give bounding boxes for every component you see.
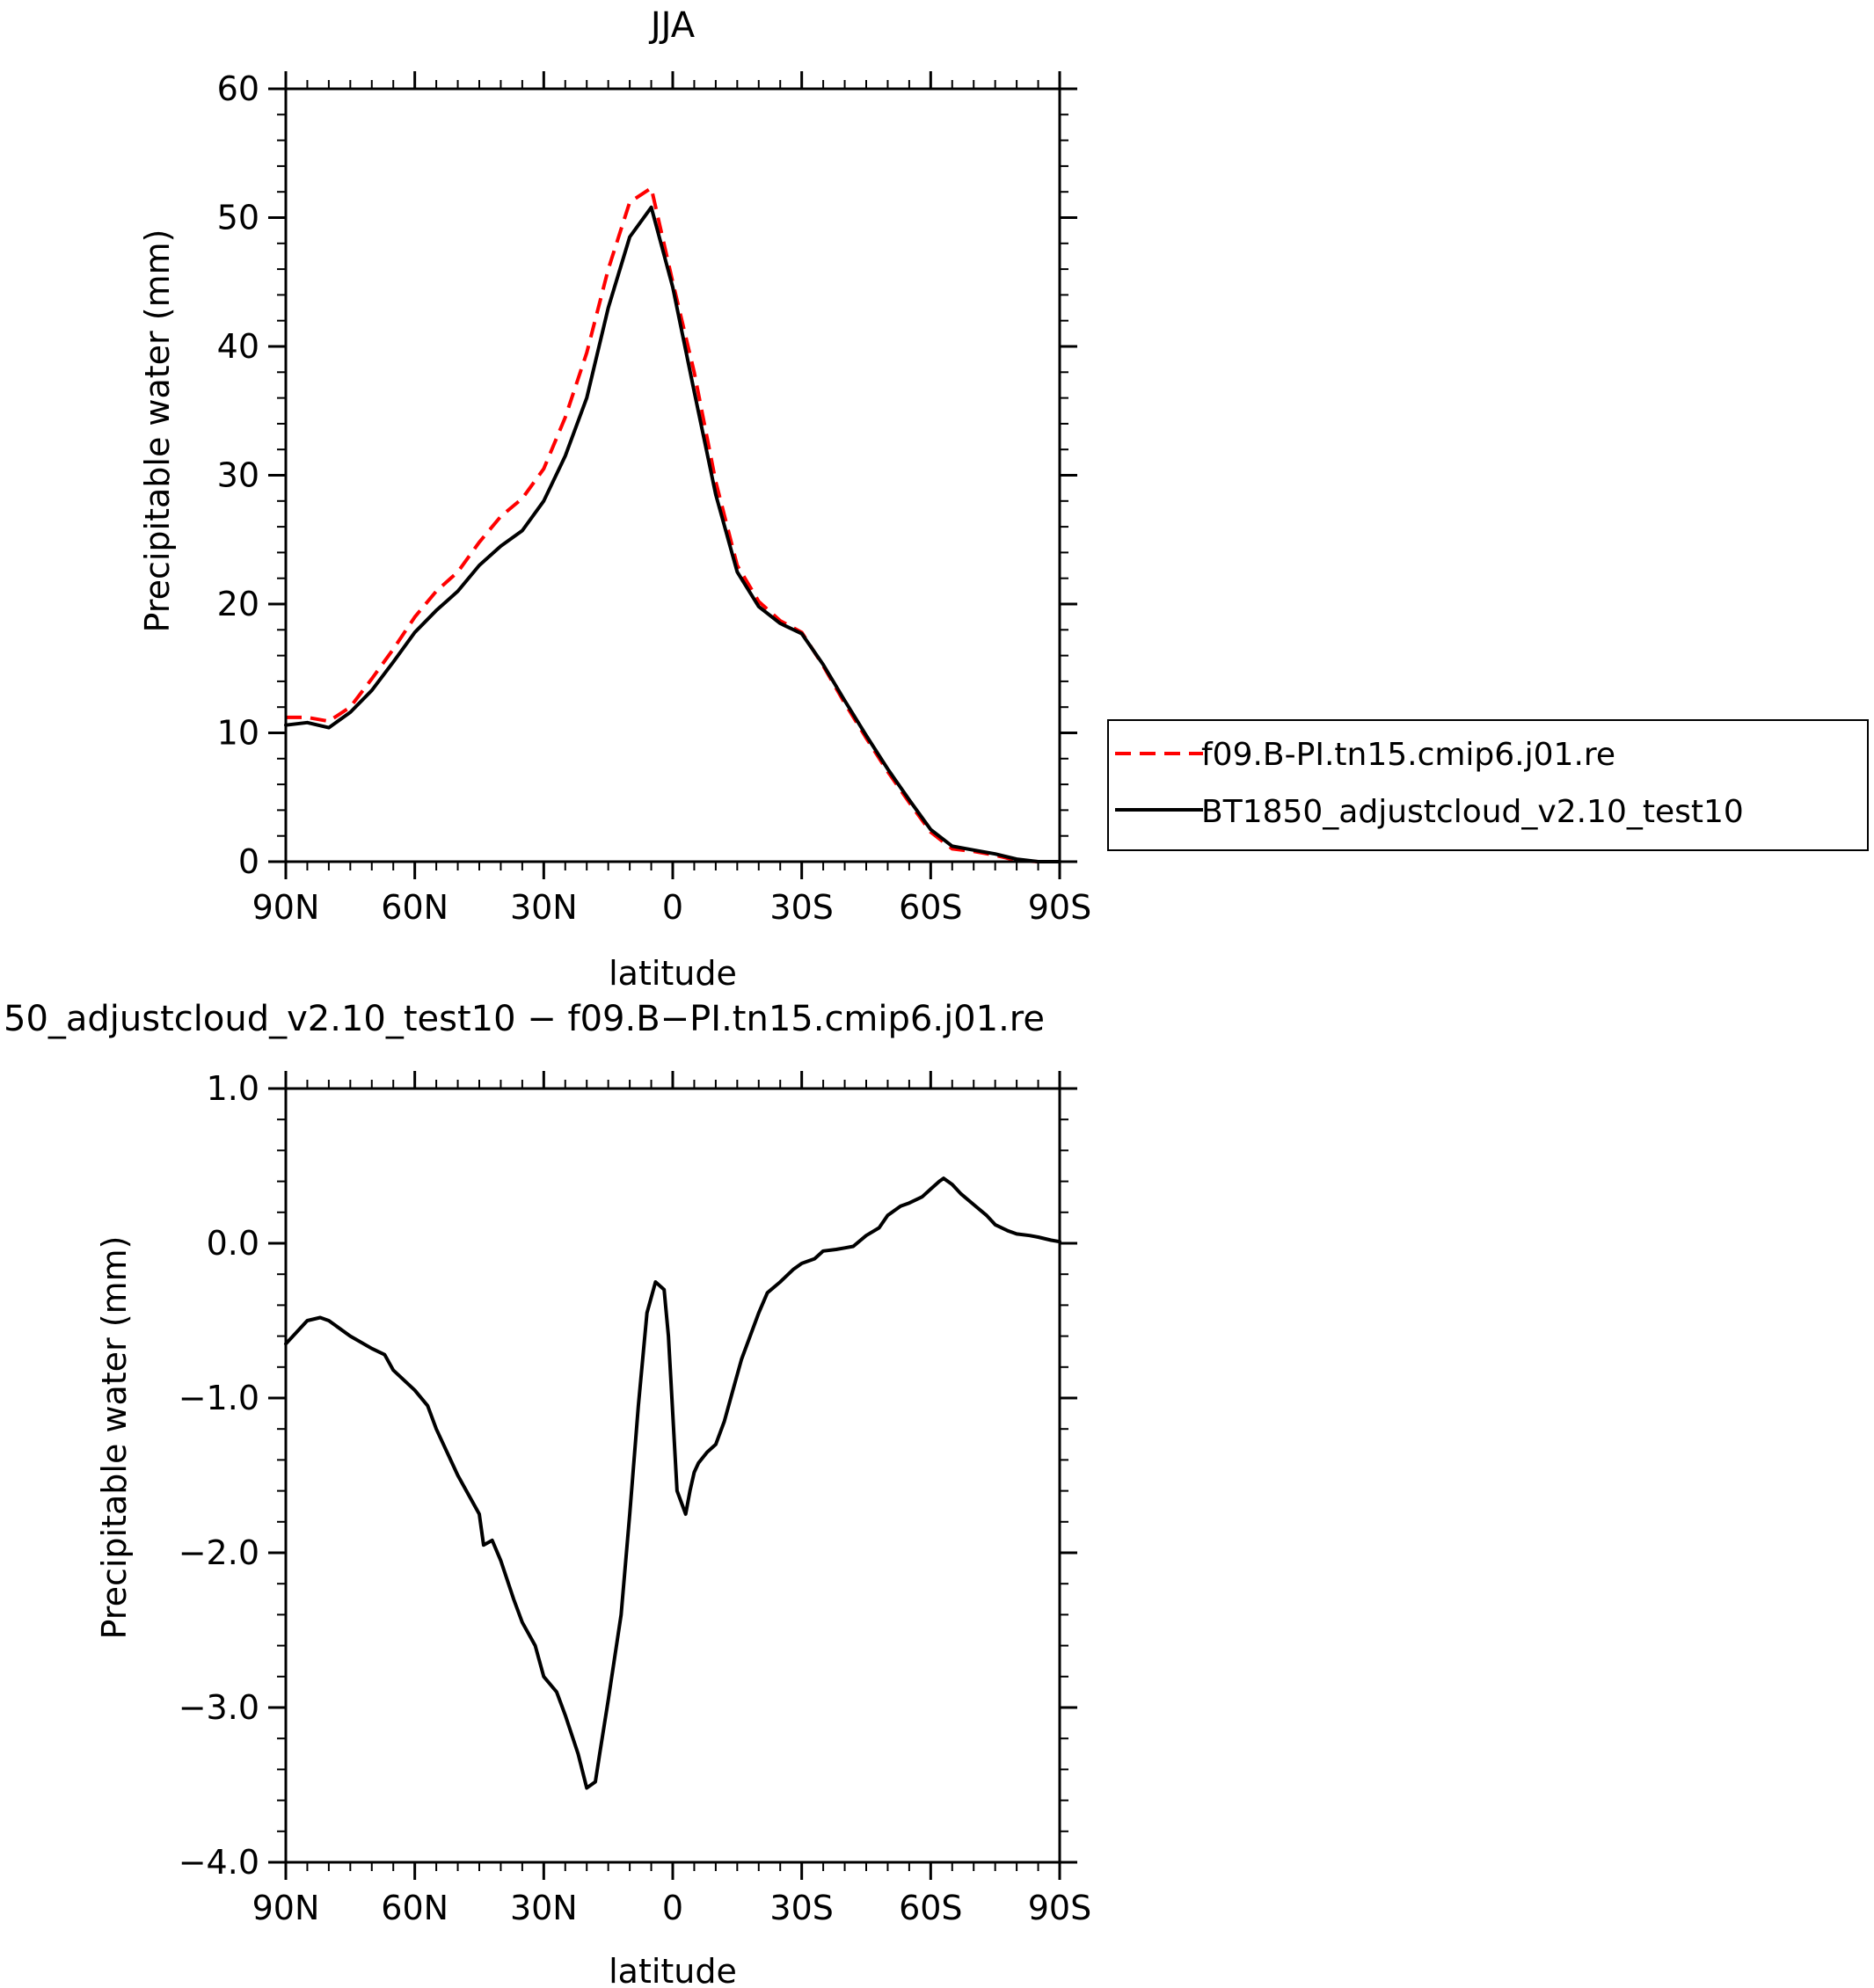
series-line-1 [284,1176,1061,1790]
top-chart-ticks: 90N 60N 30N 0 30S 60S 90S 0 10 20 30 40 50 60 [217,69,1092,927]
top-chart-ylabel: Precipitable water (mm) [138,229,177,633]
y-tick-label: 40 [217,327,259,366]
y-tick-label: −1.0 [179,1379,259,1417]
y-tick-label: 30 [217,456,259,495]
y-tick-label: −3.0 [179,1688,259,1727]
y-tick-label: 0 [238,842,259,881]
x-tick-label: 30S [769,1889,833,1927]
x-tick-label: 30N [510,1889,578,1927]
x-tick-label: 0 [662,1889,683,1927]
top-chart-title: JJA [648,5,696,46]
x-tick-label: 0 [662,888,683,927]
x-tick-label: 30S [769,888,833,927]
legend-label-series-2: BT1850_adjustcloud_v2.10_test10 [1201,794,1744,830]
bottom-chart-xlabel: latitude [609,1952,737,1988]
x-tick-label: 90S [1028,1889,1091,1927]
bottom-chart: 50_adjustcloud_v2.10_test10 − f09.B−PI.t… [4,999,1091,1988]
x-tick-label: 90S [1028,888,1091,927]
top-chart-series [284,186,1061,863]
x-tick-label: 90N [252,1889,320,1927]
bottom-chart-frame [284,1087,1061,1864]
series-line-1 [286,186,1060,863]
legend: f09.B-PI.tn15.cmip6.j01.re BT1850_adjust… [1107,719,1869,851]
x-tick-label: 60N [381,1889,448,1927]
y-tick-label: 20 [217,585,259,623]
series-line-2 [284,205,1061,863]
y-tick-label: 50 [217,199,259,237]
y-tick-label: 10 [217,714,259,753]
legend-box [1107,719,1869,851]
bottom-chart-ticks: 90N 60N 30N 0 30S 60S 90S 1.0 0.0 −1.0 −2.0 −3.0 −4.… [179,1069,1092,1927]
bottom-chart-series [284,1176,1061,1790]
top-chart-frame [284,87,1061,863]
top-chart: JJA latitude Precipitable water (mm) 90N… [138,5,1091,993]
top-chart-xlabel: latitude [609,954,737,993]
y-tick-label: −2.0 [179,1533,259,1572]
bottom-chart-title: 50_adjustcloud_v2.10_test10 − f09.B−PI.t… [4,999,1045,1039]
x-tick-label: 90N [252,888,320,927]
bottom-chart-ylabel: Precipitable water (mm) [95,1236,134,1640]
y-tick-label: 1.0 [207,1069,259,1108]
legend-label-series-1: f09.B-PI.tn15.cmip6.j01.re [1201,737,1615,773]
y-tick-label: 0.0 [207,1224,259,1263]
x-tick-label: 60N [381,888,448,927]
y-tick-label: 60 [217,69,259,108]
y-tick-label: −4.0 [179,1843,259,1882]
x-tick-label: 60S [899,888,962,927]
x-tick-label: 60S [899,1889,962,1927]
x-tick-label: 30N [510,888,578,927]
